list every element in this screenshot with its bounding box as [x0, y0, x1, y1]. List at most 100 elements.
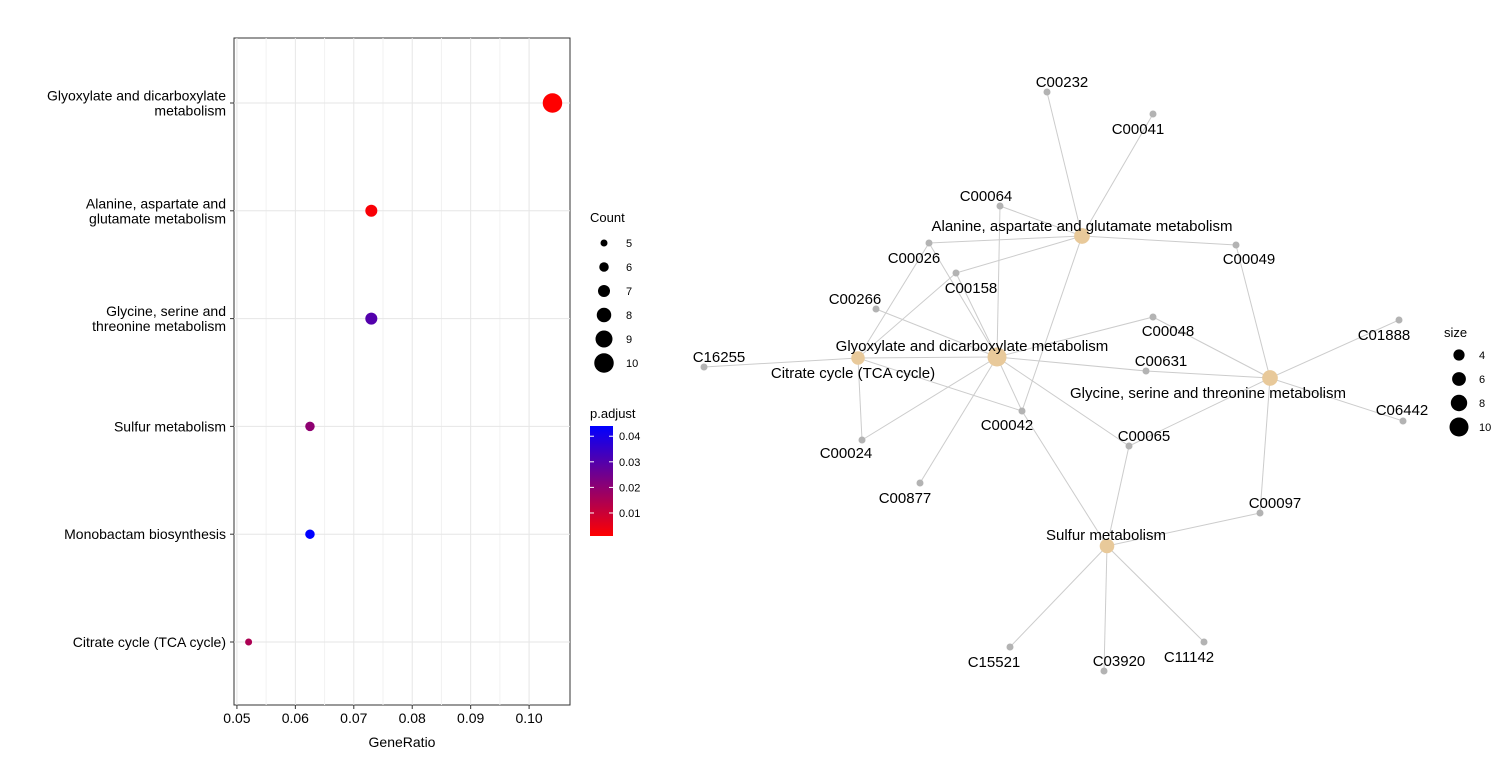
network-edge: [1081, 235, 1237, 246]
gene-node: [1395, 316, 1403, 324]
gene-node: [700, 363, 708, 371]
gene-label: C06442: [1376, 402, 1429, 419]
category-node: [987, 347, 1007, 367]
grid-lines: [234, 38, 570, 705]
gene-label: C00158: [945, 280, 998, 297]
gene-node: [916, 479, 924, 487]
size-legend-label: 4: [1479, 350, 1485, 362]
y-tick-label: Sulfur metabolism: [114, 418, 226, 434]
gene-label: C16255: [693, 349, 746, 366]
gene-node: [1256, 509, 1264, 517]
gene-label: C15521: [968, 654, 1021, 671]
category-gene-network: C00232 C00041 C00064 C00026 C00049 C00158 C002…: [693, 74, 1491, 675]
data-point: [245, 638, 253, 646]
network-edge: [1046, 91, 1083, 237]
y-tick-label: Glyoxylate and dicarboxylate: [47, 88, 226, 104]
gene-node: [1100, 667, 1108, 675]
network-edge: [1106, 445, 1130, 547]
gene-label: C00631: [1135, 353, 1188, 370]
data-point: [365, 312, 378, 325]
count-legend-label: 7: [626, 286, 632, 298]
network-edge: [1145, 370, 1271, 379]
count-legend-key: [599, 262, 609, 272]
gene-node: [1125, 442, 1133, 450]
x-tick-label: 0.07: [340, 710, 367, 726]
network-edge: [857, 356, 998, 359]
gene-label: C00048: [1142, 323, 1195, 340]
gene-label: C00041: [1112, 121, 1165, 138]
network-edge: [1103, 545, 1108, 672]
network-edge: [857, 357, 1023, 412]
gene-node: [1149, 110, 1157, 118]
y-tick-label: glutamate metabolism: [89, 210, 226, 226]
network-edge: [875, 308, 998, 358]
count-legend-title: Count: [590, 210, 625, 225]
p-adjust-legend: p.adjust 0.04 0.03 0.02 0.01: [590, 406, 640, 536]
gene-node: [1018, 407, 1026, 415]
gene-node: [1200, 638, 1208, 646]
gene-label: C00877: [879, 490, 932, 507]
network-edge: [857, 357, 863, 441]
gene-node: [1006, 643, 1014, 651]
gene-label: C00232: [1036, 74, 1089, 91]
y-tick-label: Glycine, serine and: [106, 303, 226, 319]
count-legend-keys: 5 6 7 8 9 10: [594, 238, 638, 373]
x-tick-label: 0.10: [515, 710, 542, 726]
category-label: Citrate cycle (TCA cycle): [771, 365, 935, 382]
colorbar-label: 0.04: [619, 431, 640, 443]
size-legend-key: [1453, 349, 1465, 361]
x-axis-title: GeneRatio: [369, 734, 436, 750]
network-edges: [703, 91, 1404, 672]
count-legend-key: [596, 307, 612, 323]
network-edge: [955, 235, 1083, 274]
size-legend: size 4 6 8 10: [1444, 325, 1491, 437]
gene-node: [1043, 88, 1051, 96]
category-label: Glyoxylate and dicarboxylate metabolism: [836, 338, 1109, 355]
network-edge: [996, 356, 1023, 412]
colorbar-label: 0.03: [619, 457, 640, 469]
size-legend-key: [1452, 372, 1466, 386]
count-legend: Count 5 6 7 8 9 10: [590, 210, 638, 373]
gene-node: [925, 239, 933, 247]
network-edge: [1106, 545, 1205, 643]
network-nodes: [700, 88, 1407, 675]
count-legend-label: 10: [626, 358, 638, 370]
data-point: [542, 93, 563, 113]
gene-label: C00065: [1118, 428, 1171, 445]
plot-panel-border: [233, 37, 571, 706]
count-legend-label: 8: [626, 310, 632, 322]
gene-node: [1399, 417, 1407, 425]
gene-label: C00064: [960, 188, 1013, 205]
network-edge: [857, 242, 930, 359]
colorbar-label: 0.01: [619, 508, 640, 520]
network-edge: [1259, 377, 1271, 514]
network-edge: [1106, 512, 1261, 547]
category-node: [1099, 538, 1115, 554]
gene-label: C00049: [1223, 251, 1276, 268]
gene-node: [996, 202, 1004, 210]
x-tick-label: 0.06: [282, 710, 309, 726]
size-legend-label: 8: [1479, 398, 1485, 410]
gene-label: C00097: [1249, 495, 1302, 512]
network-edge: [1021, 235, 1083, 412]
count-legend-label: 9: [626, 334, 632, 346]
category-node: [851, 351, 865, 365]
gene-label: C03920: [1093, 653, 1146, 670]
gene-label: C00266: [829, 291, 882, 308]
gene-label: C00042: [981, 417, 1034, 434]
network-edge: [955, 272, 998, 358]
count-legend-label: 6: [626, 262, 632, 274]
category-label: Sulfur metabolism: [1046, 527, 1166, 544]
network-edge: [857, 272, 957, 359]
gene-label: C01888: [1358, 327, 1411, 344]
x-tick-labels: 0.05 0.06 0.07 0.08 0.09 0.10: [223, 705, 543, 726]
network-edge: [996, 205, 1001, 358]
gene-label: C00026: [888, 250, 941, 267]
y-tick-label: threonine metabolism: [92, 318, 226, 334]
y-tick-label: Alanine, aspartate and: [86, 195, 226, 211]
category-node: [1074, 228, 1090, 244]
category-label: Glycine, serine and threonine metabolism: [1070, 385, 1346, 402]
count-legend-key: [595, 330, 613, 348]
